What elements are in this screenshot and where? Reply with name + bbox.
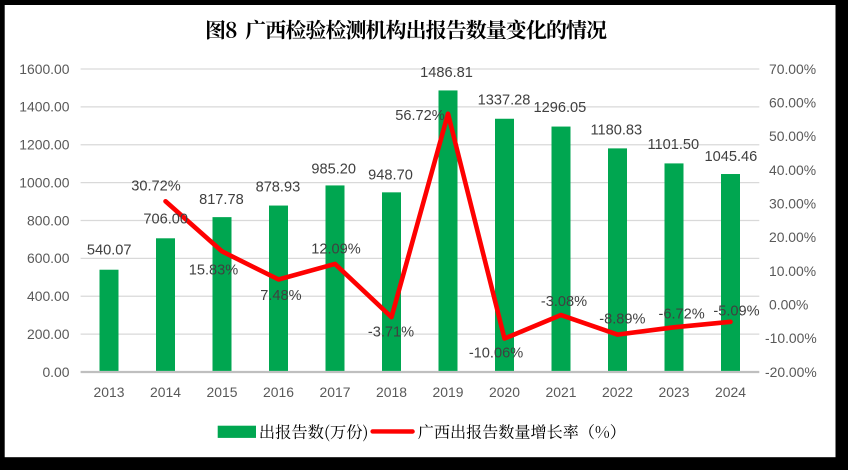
svg-text:600.00: 600.00: [27, 250, 70, 266]
svg-text:56.72%: 56.72%: [395, 108, 445, 124]
svg-text:817.78: 817.78: [199, 192, 244, 208]
svg-text:1296.05: 1296.05: [534, 100, 587, 116]
svg-text:2014: 2014: [150, 384, 181, 400]
svg-text:800.00: 800.00: [27, 212, 70, 228]
svg-text:400.00: 400.00: [27, 288, 70, 304]
svg-text:2013: 2013: [94, 384, 125, 400]
svg-text:-5.09%: -5.09%: [713, 304, 759, 320]
svg-text:2015: 2015: [207, 384, 238, 400]
svg-text:200.00: 200.00: [27, 326, 70, 342]
svg-text:1000.00: 1000.00: [19, 174, 69, 190]
svg-text:1101.50: 1101.50: [647, 137, 699, 153]
svg-text:2016: 2016: [263, 384, 294, 400]
svg-text:540.07: 540.07: [87, 242, 132, 258]
svg-text:2017: 2017: [320, 384, 351, 400]
svg-text:1337.28: 1337.28: [478, 93, 531, 109]
svg-text:878.93: 878.93: [256, 179, 301, 195]
svg-text:948.70: 948.70: [368, 168, 413, 184]
svg-text:1045.46: 1045.46: [705, 149, 758, 165]
svg-text:20.00%: 20.00%: [769, 229, 816, 245]
svg-text:-20.00%: -20.00%: [765, 364, 817, 380]
svg-text:10.00%: 10.00%: [769, 263, 816, 279]
svg-text:40.00%: 40.00%: [769, 162, 816, 178]
svg-text:-10.06%: -10.06%: [469, 346, 523, 362]
svg-text:30.72%: 30.72%: [131, 179, 181, 195]
svg-text:-3.08%: -3.08%: [541, 294, 587, 310]
svg-text:-6.72%: -6.72%: [658, 307, 704, 323]
svg-text:1400.00: 1400.00: [19, 99, 69, 115]
svg-text:30.00%: 30.00%: [769, 195, 816, 211]
svg-text:2020: 2020: [489, 384, 520, 400]
svg-text:706.00: 706.00: [143, 212, 188, 228]
svg-text:2022: 2022: [602, 384, 633, 400]
svg-text:1200.00: 1200.00: [19, 137, 69, 153]
svg-text:50.00%: 50.00%: [769, 128, 816, 144]
svg-text:70.00%: 70.00%: [769, 61, 816, 77]
svg-text:15.83%: 15.83%: [189, 263, 239, 279]
svg-text:-3.71%: -3.71%: [368, 324, 414, 340]
svg-text:2018: 2018: [376, 384, 407, 400]
svg-text:2023: 2023: [659, 384, 690, 400]
svg-text:60.00%: 60.00%: [769, 94, 816, 110]
svg-text:-8.89%: -8.89%: [599, 312, 645, 328]
svg-text:0.00: 0.00: [42, 364, 69, 380]
svg-text:0.00%: 0.00%: [769, 296, 808, 312]
svg-text:2024: 2024: [715, 384, 746, 400]
svg-text:1180.83: 1180.83: [590, 123, 642, 139]
svg-text:1600.00: 1600.00: [19, 61, 69, 77]
svg-text:1486.81: 1486.81: [420, 65, 473, 81]
svg-text:12.09%: 12.09%: [311, 241, 361, 257]
svg-text:2019: 2019: [433, 384, 464, 400]
svg-text:-10.00%: -10.00%: [765, 330, 817, 346]
svg-text:7.48%: 7.48%: [260, 288, 301, 304]
svg-text:985.20: 985.20: [311, 162, 356, 178]
svg-text:2021: 2021: [546, 384, 577, 400]
